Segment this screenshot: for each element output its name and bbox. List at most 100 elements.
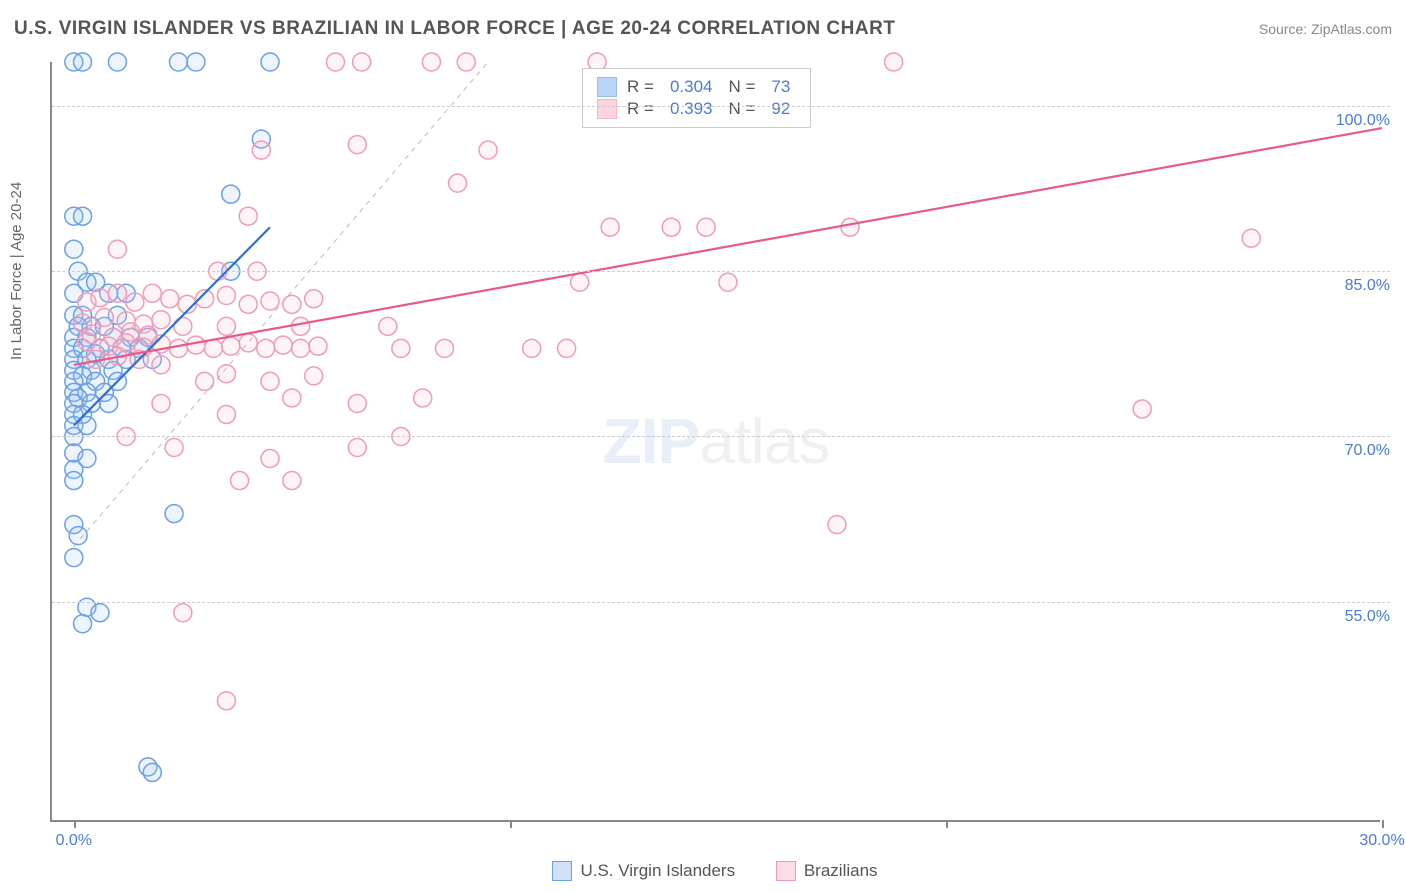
data-point — [165, 439, 183, 457]
legend-stats: R = 0.304 N = 73 R = 0.393 N = 92 — [582, 68, 811, 128]
data-point — [65, 240, 83, 258]
data-point — [305, 290, 323, 308]
data-point — [143, 763, 161, 781]
data-point — [169, 339, 187, 357]
xtick — [74, 820, 76, 828]
xtick — [946, 820, 948, 828]
data-point — [261, 450, 279, 468]
ytick-label: 100.0% — [1336, 112, 1390, 130]
data-point — [697, 218, 715, 236]
data-point — [353, 53, 371, 71]
data-point — [252, 141, 270, 159]
data-point — [222, 185, 240, 203]
ytick-label: 55.0% — [1345, 608, 1390, 626]
data-point — [69, 527, 87, 545]
legend-R-label-1: R = — [627, 99, 654, 119]
legend-bottom-swatch-1 — [776, 861, 796, 881]
gridline-h — [52, 436, 1390, 437]
legend-N-label-0: N = — [728, 77, 755, 97]
data-point — [169, 53, 187, 71]
data-point — [601, 218, 619, 236]
data-point — [91, 604, 109, 622]
data-point — [74, 53, 92, 71]
legend-swatch-0 — [597, 77, 617, 97]
data-point — [558, 339, 576, 357]
data-point — [326, 53, 344, 71]
data-point — [204, 339, 222, 357]
data-point — [283, 472, 301, 490]
plot-area: ZIPatlas R = 0.304 N = 73 R = 0.393 N = … — [50, 62, 1380, 822]
data-point — [165, 505, 183, 523]
chart-title: U.S. VIRGIN ISLANDER VS BRAZILIAN IN LAB… — [14, 18, 895, 40]
data-point — [435, 339, 453, 357]
data-point — [91, 289, 109, 307]
data-point — [1133, 400, 1151, 418]
chart-header: U.S. VIRGIN ISLANDER VS BRAZILIAN IN LAB… — [14, 18, 1392, 40]
ytick-label: 85.0% — [1345, 277, 1390, 295]
data-point — [523, 339, 541, 357]
data-point — [239, 207, 257, 225]
data-point — [152, 394, 170, 412]
data-point — [348, 439, 366, 457]
data-point — [174, 317, 192, 335]
data-point — [348, 394, 366, 412]
legend-bottom-swatch-0 — [552, 861, 572, 881]
legend-item-0: U.S. Virgin Islanders — [552, 861, 735, 881]
data-point — [74, 207, 92, 225]
data-point — [274, 336, 292, 354]
legend-R-label-0: R = — [627, 77, 654, 97]
data-point — [78, 333, 96, 351]
data-point — [187, 53, 205, 71]
data-point — [239, 295, 257, 313]
data-point — [261, 53, 279, 71]
legend-N-value-0: 73 — [771, 77, 790, 97]
data-point — [392, 339, 410, 357]
data-point — [261, 372, 279, 390]
data-point — [257, 339, 275, 357]
data-point — [239, 334, 257, 352]
data-point — [292, 317, 310, 335]
data-point — [161, 290, 179, 308]
gridline-h — [52, 271, 1390, 272]
xtick — [1382, 820, 1384, 828]
data-point — [74, 615, 92, 633]
data-point — [1242, 229, 1260, 247]
gridline-h — [52, 602, 1390, 603]
xtick-label: 0.0% — [56, 832, 92, 850]
data-point — [309, 337, 327, 355]
data-point — [283, 389, 301, 407]
chart-svg — [52, 62, 1380, 820]
data-point — [143, 284, 161, 302]
y-axis-label: In Labor Force | Age 20-24 — [8, 182, 25, 360]
gridline-h — [52, 106, 1390, 107]
data-point — [828, 516, 846, 534]
data-point — [379, 317, 397, 335]
legend-stats-row-1: R = 0.393 N = 92 — [597, 99, 796, 119]
legend-item-1: Brazilians — [776, 861, 878, 881]
legend-stats-row-0: R = 0.304 N = 73 — [597, 77, 796, 97]
data-point — [217, 287, 235, 305]
legend-bottom-label-0: U.S. Virgin Islanders — [580, 861, 735, 881]
data-point — [719, 273, 737, 291]
data-point — [885, 53, 903, 71]
data-point — [65, 549, 83, 567]
xtick — [510, 820, 512, 828]
data-point — [217, 692, 235, 710]
data-point — [217, 317, 235, 335]
legend-swatch-1 — [597, 99, 617, 119]
data-point — [174, 604, 192, 622]
data-point — [305, 367, 323, 385]
data-point — [571, 273, 589, 291]
data-point — [261, 292, 279, 310]
data-point — [152, 356, 170, 374]
data-point — [292, 339, 310, 357]
data-point — [108, 53, 126, 71]
data-point — [126, 293, 144, 311]
data-point — [108, 240, 126, 258]
data-point — [231, 472, 249, 490]
data-point — [217, 365, 235, 383]
data-point — [662, 218, 680, 236]
data-point — [414, 389, 432, 407]
data-point — [222, 337, 240, 355]
data-point — [187, 336, 205, 354]
